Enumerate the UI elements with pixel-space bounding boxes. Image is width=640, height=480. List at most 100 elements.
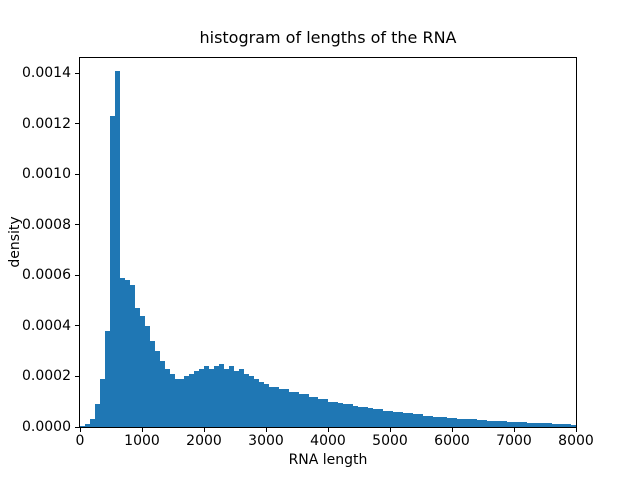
histogram-bar	[218, 363, 225, 427]
y-tick-mark	[75, 72, 79, 74]
histogram-bar	[288, 391, 294, 427]
histogram-bar	[367, 408, 374, 427]
histogram-bar	[273, 386, 279, 427]
y-tick-mark	[75, 325, 79, 327]
histogram-bar	[546, 422, 552, 427]
x-tick-mark	[389, 428, 391, 432]
histogram-bar	[392, 411, 398, 427]
histogram-bar	[164, 368, 170, 427]
histogram-bar	[486, 420, 493, 427]
histogram-bar	[124, 280, 130, 427]
x-tick-label: 7000	[496, 433, 532, 449]
y-tick-mark	[75, 426, 79, 428]
x-tick-mark	[451, 428, 453, 432]
x-tick-mark	[327, 428, 329, 432]
x-tick-label: 4000	[310, 433, 346, 449]
histogram-bar	[189, 373, 195, 427]
histogram-bar	[258, 381, 264, 427]
x-tick-mark	[79, 428, 81, 432]
histogram-bar	[208, 368, 215, 427]
histogram-bar	[566, 424, 572, 427]
histogram-bar	[332, 401, 339, 427]
plot-area	[79, 57, 577, 428]
histogram-bar	[561, 424, 567, 427]
histogram-bar	[233, 371, 240, 427]
histogram-bar	[228, 366, 235, 427]
y-tick-mark	[75, 224, 79, 226]
histogram-bar	[199, 368, 205, 427]
histogram-bar	[437, 416, 443, 427]
histogram-bar	[427, 415, 433, 427]
histogram-bar	[298, 394, 304, 427]
histogram-bar	[104, 330, 111, 427]
y-tick-label: 0.0002	[22, 368, 71, 385]
histogram-bar	[204, 366, 210, 427]
histogram-bar	[263, 384, 269, 427]
histogram-bar	[342, 404, 349, 427]
histogram-bar	[471, 419, 478, 427]
histogram-bar	[80, 425, 86, 427]
histogram-bar	[347, 404, 354, 427]
x-tick-label: 3000	[248, 433, 284, 449]
histogram-bar	[174, 378, 180, 427]
histogram-bar	[283, 389, 289, 427]
histogram-bar	[531, 423, 537, 427]
histogram-bar	[243, 373, 250, 427]
histogram-bar	[481, 420, 488, 427]
histogram-bar	[357, 406, 364, 427]
histogram-bar	[94, 404, 101, 427]
histogram-bar	[278, 389, 284, 427]
histogram-bar	[134, 308, 140, 427]
histogram-bar	[422, 415, 428, 427]
histogram-bar	[313, 396, 319, 427]
x-tick-mark	[265, 428, 267, 432]
y-tick-mark	[75, 375, 79, 377]
histogram-bar	[536, 423, 542, 427]
y-tick-mark	[75, 173, 79, 175]
histogram-bar	[382, 410, 388, 427]
histogram-bar	[114, 70, 121, 427]
histogram-bar	[268, 386, 274, 427]
y-tick-mark	[75, 123, 79, 125]
histogram-bar	[412, 414, 418, 427]
y-tick-label: 0.0012	[22, 115, 71, 132]
y-tick-mark	[75, 274, 79, 276]
histogram-bar	[154, 351, 160, 427]
histogram-bar	[461, 418, 468, 427]
histogram-bar	[417, 414, 423, 427]
x-tick-mark	[203, 428, 205, 432]
histogram-bar	[372, 409, 378, 427]
histogram-bar	[571, 424, 576, 427]
histogram-bar	[362, 406, 369, 427]
histogram-bar	[323, 399, 329, 427]
histogram-bar	[541, 423, 547, 427]
histogram-bar	[476, 419, 483, 427]
histogram-bar	[238, 368, 245, 427]
histogram-bar	[447, 417, 453, 427]
x-tick-mark	[141, 428, 143, 432]
x-tick-mark	[575, 428, 577, 432]
histogram-bar	[308, 396, 314, 427]
histogram-bar	[318, 399, 324, 427]
histogram-bar	[402, 413, 408, 427]
histogram-bar	[184, 376, 190, 427]
x-tick-label: 1000	[124, 433, 160, 449]
histogram-bar	[501, 421, 507, 427]
histogram-bar	[328, 401, 334, 427]
histogram-bar	[407, 413, 413, 427]
x-tick-mark	[513, 428, 515, 432]
histogram-bar	[516, 422, 522, 427]
histogram-bar	[432, 416, 438, 427]
histogram-bar	[466, 419, 473, 427]
histogram-bar	[84, 424, 91, 427]
chart-title: histogram of lengths of the RNA	[199, 28, 457, 47]
histogram-bar	[337, 403, 344, 427]
histogram-bar	[551, 423, 557, 427]
y-tick-label: 0.0006	[22, 267, 71, 284]
histogram-bar	[442, 417, 448, 427]
histogram-bar	[511, 421, 517, 427]
histogram-bar	[521, 422, 527, 427]
histogram-bar	[377, 409, 383, 427]
x-axis-label: RNA length	[288, 452, 368, 468]
